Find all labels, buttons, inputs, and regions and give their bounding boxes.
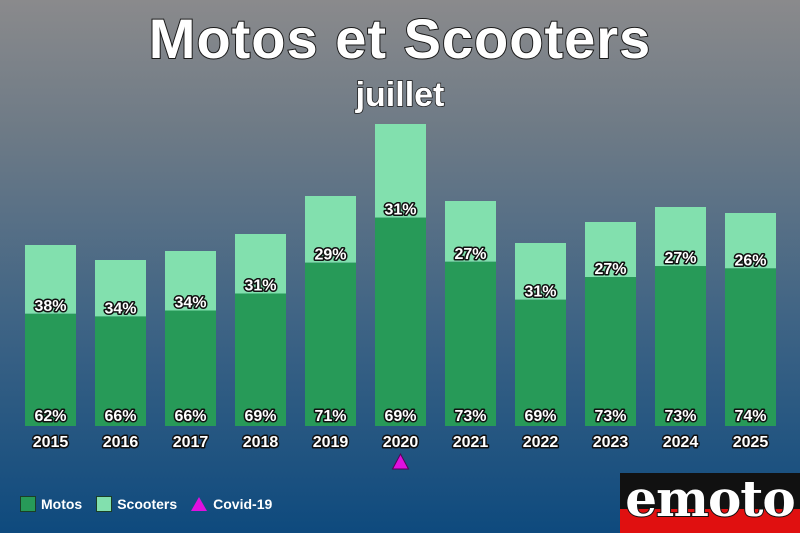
covid-marker-icon bbox=[391, 452, 410, 470]
bar-motos-2020 bbox=[375, 217, 426, 426]
legend-label-scooters: Scooters bbox=[117, 496, 178, 512]
bar-scooters-2021 bbox=[445, 201, 496, 262]
data-label-motos-2015: 62% bbox=[34, 408, 66, 425]
bar-motos-2018 bbox=[235, 293, 286, 426]
legend: Motos Scooters Covid-19 bbox=[20, 496, 286, 512]
bar-motos-2019 bbox=[305, 262, 356, 426]
x-tick-label-2017: 2017 bbox=[173, 434, 209, 451]
x-tick-label-2015: 2015 bbox=[33, 434, 69, 451]
bar-scooters-2025 bbox=[725, 213, 776, 269]
legend-triangle-icon bbox=[191, 497, 208, 511]
data-label-motos-2018: 69% bbox=[244, 408, 276, 425]
legend-label-motos: Motos bbox=[41, 496, 83, 512]
bar-scooters-2017 bbox=[165, 251, 216, 311]
data-label-scooters-2022: 31% bbox=[524, 284, 556, 301]
chart-subtitle: juillet bbox=[355, 75, 445, 115]
data-label-scooters-2019: 29% bbox=[314, 247, 346, 264]
bar-scooters-2016 bbox=[95, 260, 146, 317]
logo-red-band bbox=[620, 509, 800, 533]
x-tick-label-2020: 2020 bbox=[383, 434, 419, 451]
bar-motos-2024 bbox=[655, 266, 706, 426]
legend-item-motos: Motos bbox=[20, 496, 82, 512]
data-label-motos-2025: 74% bbox=[734, 408, 766, 425]
data-label-motos-2016: 66% bbox=[104, 408, 136, 425]
x-tick-label-2025: 2025 bbox=[733, 434, 769, 451]
bar-scooters-2024 bbox=[655, 207, 706, 267]
bar-motos-2021 bbox=[445, 261, 496, 426]
x-tick-label-2021: 2021 bbox=[453, 434, 489, 451]
bar-scooters-2015 bbox=[25, 245, 76, 314]
bar-motos-2016 bbox=[95, 316, 146, 426]
legend-item-scooters: Scooters bbox=[96, 496, 177, 512]
x-tick-label-2022: 2022 bbox=[523, 434, 559, 451]
data-label-scooters-2017: 34% bbox=[174, 295, 206, 312]
data-label-scooters-2023: 27% bbox=[594, 261, 626, 278]
legend-swatch-scooters bbox=[96, 496, 113, 512]
legend-label-covid: Covid-19 bbox=[213, 496, 273, 512]
bar-motos-2022 bbox=[515, 299, 566, 426]
data-label-motos-2017: 66% bbox=[174, 408, 206, 425]
data-label-motos-2019: 71% bbox=[314, 408, 346, 425]
bar-motos-2023 bbox=[585, 277, 636, 426]
legend-item-covid: Covid-19 bbox=[191, 496, 272, 512]
data-label-scooters-2015: 38% bbox=[34, 298, 66, 315]
bar-scooters-2018 bbox=[235, 234, 286, 294]
data-label-motos-2023: 73% bbox=[594, 408, 626, 425]
data-label-scooters-2024: 27% bbox=[664, 250, 696, 267]
data-label-motos-2021: 73% bbox=[454, 408, 486, 425]
logo-text: emoto bbox=[624, 473, 797, 529]
data-label-scooters-2025: 26% bbox=[734, 252, 766, 269]
x-tick-label-2019: 2019 bbox=[313, 434, 349, 451]
data-label-motos-2022: 69% bbox=[524, 408, 556, 425]
x-tick-label-2023: 2023 bbox=[593, 434, 629, 451]
x-tick-label-2016: 2016 bbox=[103, 434, 139, 451]
bar-scooters-2020 bbox=[375, 124, 426, 218]
bar-scooters-2023 bbox=[585, 222, 636, 278]
bar-motos-2025 bbox=[725, 268, 776, 426]
bar-scooters-2019 bbox=[305, 196, 356, 263]
bar-motos-2017 bbox=[165, 310, 216, 426]
x-tick-label-2018: 2018 bbox=[243, 434, 279, 451]
data-label-scooters-2018: 31% bbox=[244, 278, 276, 295]
data-label-motos-2024: 73% bbox=[664, 408, 696, 425]
bar-motos-2015 bbox=[25, 313, 76, 426]
bar-scooters-2022 bbox=[515, 243, 566, 300]
emoto-logo: emoto bbox=[620, 473, 800, 533]
data-label-scooters-2016: 34% bbox=[104, 300, 136, 317]
legend-swatch-motos bbox=[20, 496, 36, 512]
chart-title: Motos et Scooters bbox=[148, 6, 652, 71]
data-label-scooters-2020: 31% bbox=[384, 202, 416, 219]
data-label-scooters-2021: 27% bbox=[454, 246, 486, 263]
x-tick-label-2024: 2024 bbox=[663, 434, 699, 451]
data-label-motos-2020: 69% bbox=[384, 408, 416, 425]
